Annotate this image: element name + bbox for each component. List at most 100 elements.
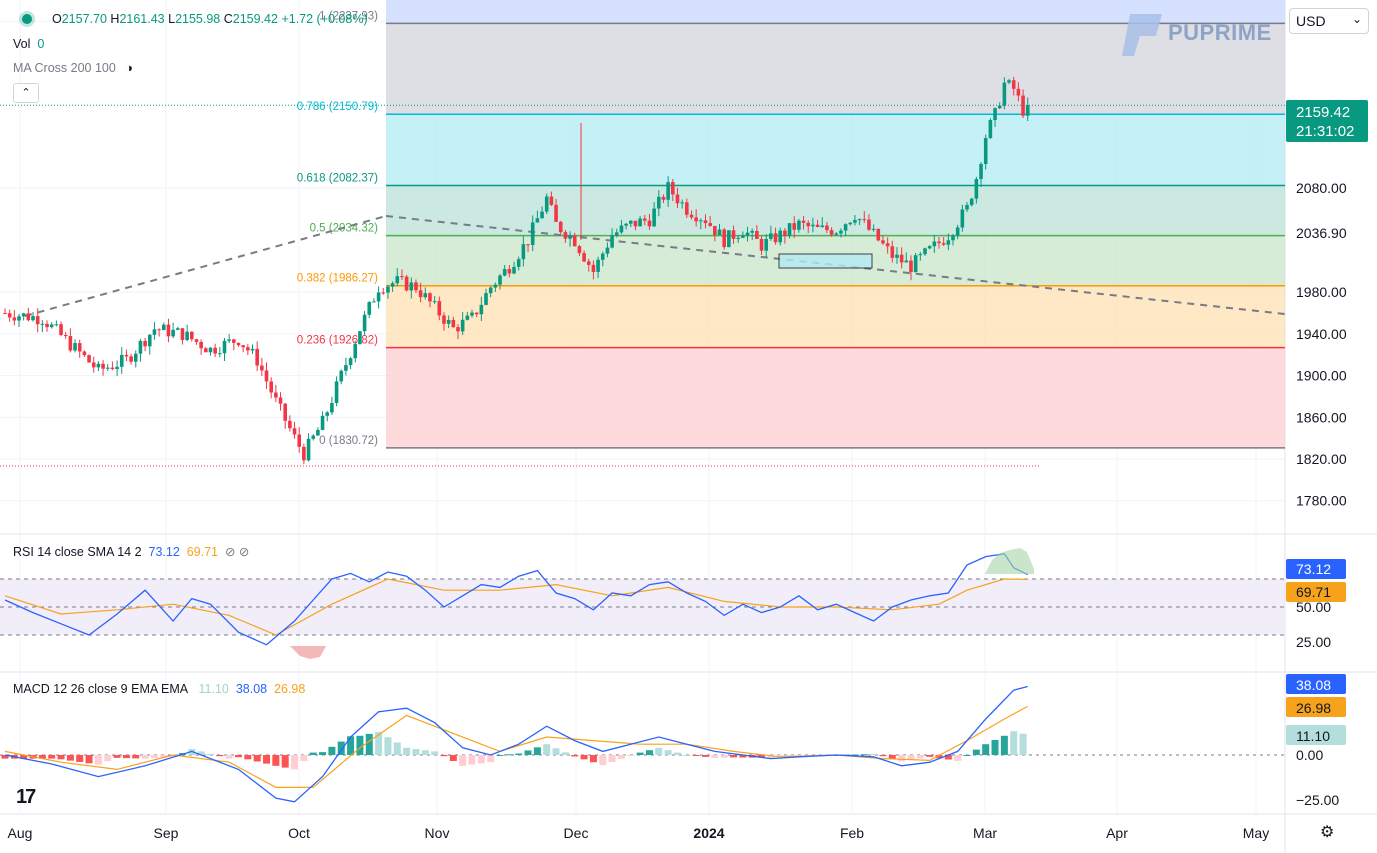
macd-histogram-bar — [926, 755, 934, 757]
candle-body — [344, 365, 348, 371]
macd-axis-label: 0.00 — [1296, 747, 1323, 763]
candle-body — [428, 293, 432, 302]
candle-body — [218, 353, 222, 355]
candle-body — [685, 202, 689, 215]
macd-histogram-bar — [645, 750, 653, 755]
tradingview-logo-icon[interactable]: 17 — [16, 786, 36, 808]
candle-body — [152, 329, 157, 335]
eye-hidden-icon[interactable]: ◑ — [125, 61, 133, 75]
macd-histogram-bar — [319, 752, 327, 755]
macd-histogram-bar — [888, 755, 896, 759]
collapse-legend-button[interactable]: ⌃ — [13, 83, 39, 103]
candle-body — [157, 329, 161, 331]
candle-body — [909, 260, 913, 273]
candle-body — [554, 204, 558, 222]
macd-histogram-bar — [440, 755, 448, 757]
candle-body — [222, 340, 227, 354]
macd-value-text: 38.08 — [1296, 677, 1331, 693]
candle-body — [26, 313, 31, 321]
candle-body — [96, 363, 101, 368]
chevron-up-icon: ⌃ — [21, 87, 31, 99]
candle-body — [1025, 105, 1030, 116]
candle-body — [59, 324, 63, 335]
candle-body — [456, 327, 460, 332]
candle-body — [241, 345, 245, 348]
macd-histogram-bar — [515, 753, 523, 755]
candle-body — [31, 316, 35, 321]
brand-name: PUPRIME — [1168, 20, 1272, 45]
candle-body — [21, 313, 26, 317]
macd-histogram-bar — [449, 755, 457, 761]
rsi-sma-badge — [1286, 582, 1346, 602]
macd-histogram-bar — [496, 755, 504, 756]
gear-icon[interactable]: ⚙ — [1320, 824, 1335, 841]
macd-histogram-bar — [608, 755, 616, 762]
macd-histogram-bar — [263, 755, 271, 764]
candle-body — [147, 334, 152, 347]
candle-body — [769, 233, 773, 239]
macd-histogram-bar — [235, 755, 242, 758]
candle-body — [675, 194, 680, 204]
macd-histogram-bar — [543, 744, 551, 755]
candle-body — [544, 196, 549, 212]
macd-histogram-bar — [655, 747, 663, 755]
candle-body — [35, 316, 40, 325]
candle-body — [722, 229, 726, 248]
macd-histogram-bar — [85, 755, 93, 764]
candle-body — [913, 255, 918, 273]
macd-histogram-bar — [76, 755, 84, 762]
candle-body — [372, 301, 376, 303]
candle-body — [442, 315, 446, 324]
rsi-axis-label: 50.00 — [1296, 599, 1331, 615]
macd-histogram-bar — [935, 755, 943, 759]
macd-histogram-bar — [730, 755, 738, 758]
candle-body — [479, 304, 484, 315]
candle-body — [278, 397, 283, 404]
ma-cross-legend[interactable]: MA Cross 200 100 ◑ — [13, 61, 133, 75]
status-dot — [22, 14, 32, 24]
price-axis-label: 2036.90 — [1296, 225, 1347, 241]
candle-body — [904, 260, 909, 263]
candle-body — [759, 238, 764, 251]
candle-body — [488, 287, 493, 294]
candle-body — [825, 225, 829, 231]
candle-body — [101, 363, 105, 369]
candle-body — [367, 302, 372, 315]
candle-body — [731, 230, 736, 239]
macd-histogram-bar — [393, 742, 401, 755]
fib-label: 0.236 (1926.82) — [297, 335, 378, 347]
currency-select[interactable]: USD ⌄ — [1289, 8, 1369, 34]
candle-body — [1016, 88, 1021, 96]
candle-body — [339, 370, 344, 382]
rsi-oversold-fill — [290, 646, 326, 659]
candle-body — [797, 220, 801, 230]
macd-signal-line — [4, 705, 1028, 788]
candle-body — [955, 227, 960, 236]
candle-body — [40, 323, 45, 325]
candle-body — [190, 331, 194, 340]
candle-body — [77, 343, 82, 352]
candle-body — [633, 220, 638, 227]
macd-histogram-bar — [860, 754, 868, 756]
macd-histogram-bar — [711, 755, 719, 758]
macd-histogram-bar — [991, 740, 999, 755]
candle-body — [507, 269, 512, 274]
time-axis-label: Dec — [564, 825, 589, 841]
candle-body — [727, 230, 731, 248]
macd-histogram-bar — [57, 755, 65, 760]
macd-histogram-bar — [561, 752, 569, 755]
candle-body — [297, 434, 302, 447]
time-axis-label: Sep — [154, 825, 179, 841]
time-axis-label: Nov — [425, 825, 450, 841]
macd-histogram-bar — [104, 755, 112, 762]
last-price-value: 2159.42 — [1296, 104, 1350, 121]
candle-body — [558, 221, 563, 233]
candle-body — [161, 324, 166, 331]
candle-body — [689, 214, 694, 218]
candle-body — [311, 435, 316, 439]
candle-body — [582, 253, 586, 262]
candle-body — [474, 312, 479, 315]
candle-body — [862, 219, 867, 221]
candle-body — [73, 343, 77, 351]
